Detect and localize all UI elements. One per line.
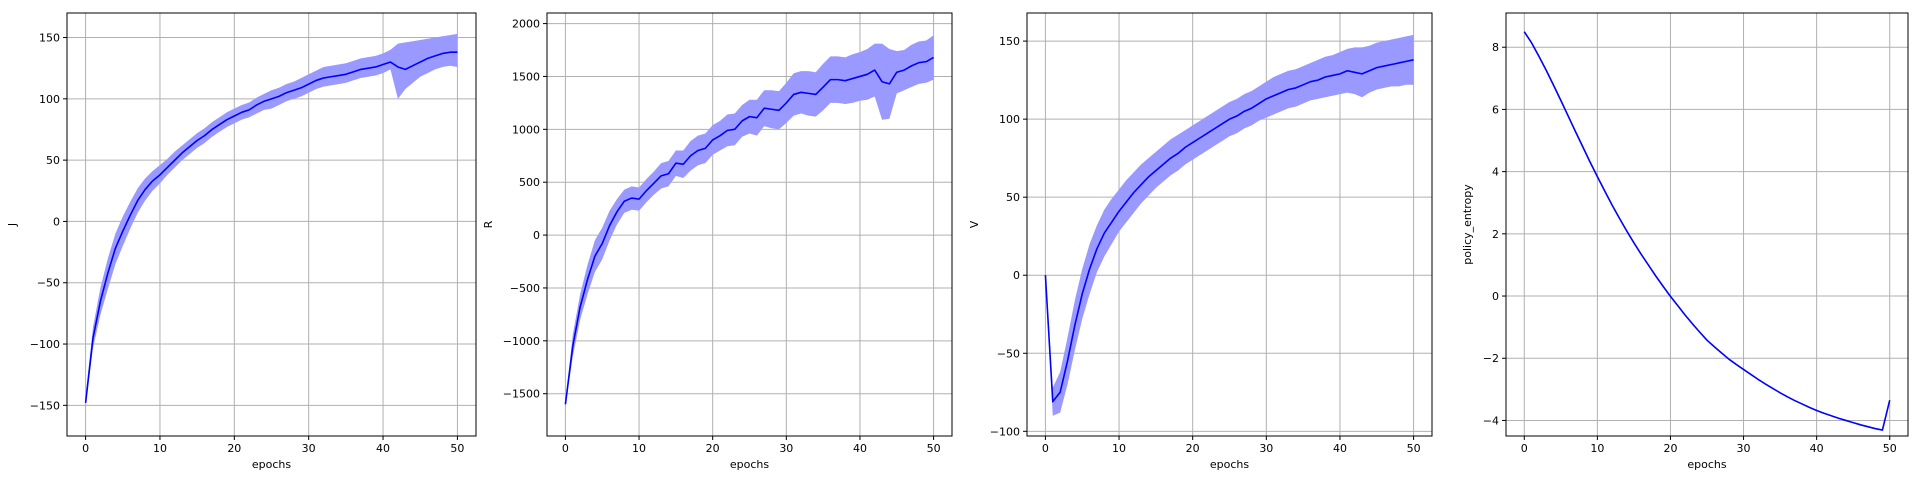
- x-tick-label: 20: [706, 442, 720, 455]
- subplot-4: 0 10 20 30 40 50 −4 −2 0 2 4 6 8 epochs policy_entropy: [1461, 12, 1909, 471]
- y-tick-label: 4: [1492, 166, 1499, 179]
- axes-frame: [1505, 12, 1909, 437]
- y-tick-label: 1000: [512, 123, 540, 136]
- y-axis-label: V: [968, 220, 981, 228]
- y-tick-label: 6: [1492, 103, 1499, 116]
- y-tick-label: 8: [1492, 41, 1499, 54]
- x-tick-label: 30: [1737, 442, 1751, 455]
- x-axis-label: epochs: [730, 458, 769, 471]
- y-tick-label: −4: [1483, 414, 1499, 427]
- y-tick-label: −1500: [503, 388, 540, 401]
- x-axis-label: epochs: [1210, 458, 1249, 471]
- x-tick-label: 40: [376, 442, 390, 455]
- confidence-band: [85, 33, 458, 406]
- x-tick-label: 30: [302, 442, 316, 455]
- axes-frame: [546, 12, 953, 437]
- x-tick-label: 40: [1810, 442, 1824, 455]
- y-tick-label: 0: [1013, 269, 1020, 282]
- y-tick-label: 50: [1006, 191, 1020, 204]
- y-tick-label: 150: [999, 35, 1020, 48]
- subplot-1: 0 10 20 30 40 50 −150 −100 −50 0 50 100 150 epochs J: [6, 12, 477, 471]
- x-tick-label: 0: [82, 442, 89, 455]
- y-tick-label: −50: [997, 347, 1020, 360]
- y-tick-label: −100: [30, 338, 60, 351]
- confidence-band: [565, 35, 934, 407]
- x-tick-label: 0: [562, 442, 569, 455]
- y-tick-label: 2000: [512, 18, 540, 31]
- y-tick-label: −1000: [503, 335, 540, 348]
- x-tick-label: 50: [450, 442, 464, 455]
- y-tick-label: 0: [533, 229, 540, 242]
- x-tick-label: 50: [1883, 442, 1897, 455]
- x-tick-label: 40: [853, 442, 867, 455]
- y-tick-label: 0: [1492, 290, 1499, 303]
- mean-line: [84, 51, 458, 403]
- x-tick-label: 20: [227, 442, 241, 455]
- x-tick-label: 50: [1407, 442, 1421, 455]
- x-tick-label: 50: [927, 442, 941, 455]
- y-tick-label: 500: [519, 176, 540, 189]
- x-tick-label: 40: [1333, 442, 1347, 455]
- x-tick-label: 10: [632, 442, 646, 455]
- axes-frame: [1026, 12, 1433, 437]
- subplot-2: 0 10 20 30 40 50 −1500 −1000 −500 0 500 1000 1500 200…: [482, 12, 953, 471]
- y-axis-label: J: [6, 223, 19, 227]
- x-tick-label: 20: [1663, 442, 1677, 455]
- y-tick-label: 0: [53, 215, 60, 228]
- y-tick-label: 2: [1492, 228, 1499, 241]
- y-tick-label: 100: [999, 113, 1020, 126]
- y-tick-label: 50: [46, 154, 60, 167]
- y-axis-label: policy_entropy: [1461, 184, 1474, 265]
- x-tick-label: 20: [1186, 442, 1200, 455]
- x-tick-label: 0: [1521, 442, 1528, 455]
- x-tick-label: 30: [779, 442, 793, 455]
- y-axis-label: R: [482, 220, 495, 228]
- y-tick-label: −150: [30, 399, 60, 412]
- x-tick-label: 30: [1259, 442, 1273, 455]
- subplot-3: 0 10 20 30 40 50 −100 −50 0 50 100 150 epochs V: [968, 12, 1433, 471]
- x-tick-label: 10: [153, 442, 167, 455]
- axes-frame: [66, 12, 477, 437]
- y-tick-label: 150: [39, 32, 60, 45]
- x-tick-label: 10: [1590, 442, 1604, 455]
- mean-line: [1523, 31, 1891, 431]
- x-tick-label: 10: [1112, 442, 1126, 455]
- y-tick-label: −500: [510, 282, 540, 295]
- mean-line: [564, 56, 934, 405]
- x-tick-label: 0: [1042, 442, 1049, 455]
- y-tick-label: 1500: [512, 70, 540, 83]
- y-tick-label: −50: [37, 277, 60, 290]
- y-tick-label: −100: [990, 425, 1020, 438]
- x-axis-label: epochs: [252, 458, 291, 471]
- confidence-band: [1045, 34, 1414, 416]
- x-axis-label: epochs: [1687, 458, 1726, 471]
- mean-line: [1044, 59, 1414, 403]
- y-tick-label: −2: [1483, 352, 1499, 365]
- y-tick-label: 100: [39, 93, 60, 106]
